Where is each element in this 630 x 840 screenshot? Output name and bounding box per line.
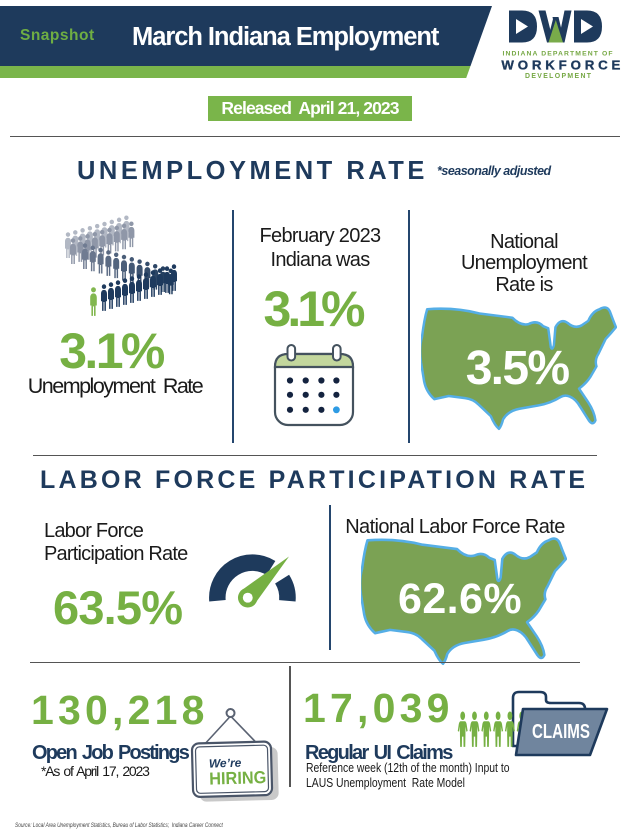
svg-text:INDIANA DEPARTMENT OF: INDIANA DEPARTMENT OF — [503, 51, 613, 58]
svg-text:CLAIMS: CLAIMS — [532, 721, 590, 743]
svg-text:HIRING: HIRING — [209, 767, 267, 788]
svg-text:DEVELOPMENT: DEVELOPMENT — [525, 73, 592, 80]
svg-text:We’re: We’re — [209, 756, 242, 771]
svg-text:WORKFORCE: WORKFORCE — [501, 58, 620, 73]
